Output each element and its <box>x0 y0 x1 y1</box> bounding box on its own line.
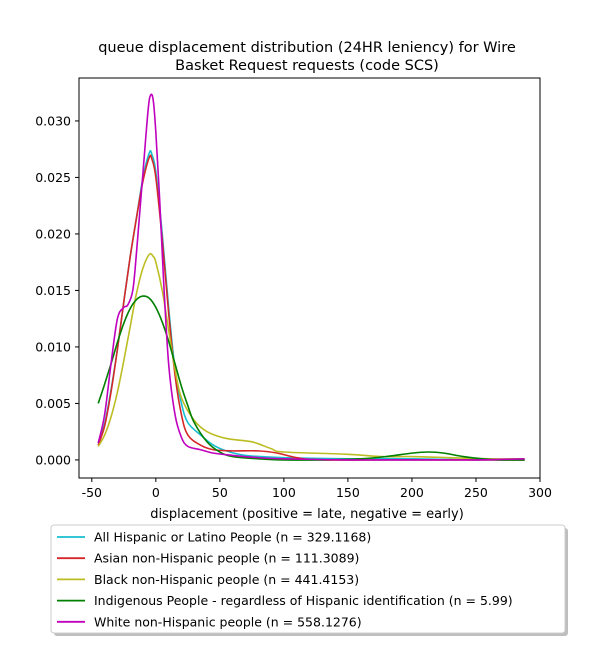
y-tick-label: 0.025 <box>35 170 71 185</box>
series-line-5 <box>97 93 525 461</box>
chart-title-line-1: queue displacement distribution (24HR le… <box>98 40 516 56</box>
legend-label-2: Asian non-Hispanic people (n = 111.3089) <box>94 551 359 566</box>
plot-area-frame <box>78 77 541 479</box>
chart-title-line-2: Basket Request requests (code SCS) <box>175 58 439 74</box>
x-tick-label: 300 <box>528 485 552 500</box>
legend-entries: All Hispanic or Latino People (n = 329.1… <box>57 530 513 629</box>
y-tick-label: 0.020 <box>35 226 71 241</box>
y-tick-label: 0.005 <box>35 396 71 411</box>
legend-box <box>50 524 566 634</box>
x-tick-label: 200 <box>400 485 424 500</box>
y-tick-label: 0.010 <box>35 339 71 354</box>
y-tick-label: 0.030 <box>35 113 71 128</box>
x-tick-label: -50 <box>82 485 102 500</box>
legend: All Hispanic or Latino People (n = 329.1… <box>50 524 568 636</box>
x-tick-label: 250 <box>464 485 488 500</box>
legend-label-4: Indigenous People - regardless of Hispan… <box>94 593 513 608</box>
series-line-1 <box>97 149 525 461</box>
legend-label-5: White non-Hispanic people (n = 558.1276) <box>94 614 362 629</box>
series-line-2 <box>97 154 525 461</box>
x-tick-label: 0 <box>152 485 160 500</box>
legend-label-1: All Hispanic or Latino People (n = 329.1… <box>94 530 371 545</box>
series-layer <box>97 93 525 461</box>
y-tick-label: 0.000 <box>35 452 71 467</box>
legend-label-3: Black non-Hispanic people (n = 441.4153) <box>94 572 359 587</box>
series-line-4 <box>97 295 525 461</box>
y-tick-label: 0.015 <box>35 283 71 298</box>
x-tick-label: 100 <box>272 485 296 500</box>
y-axis: 0.000 0.005 0.010 0.015 0.020 0.025 0.030 <box>35 113 79 467</box>
x-axis-label: displacement (positive = late, negative … <box>150 507 464 522</box>
x-tick-label: 50 <box>212 485 228 500</box>
x-tick-label: 150 <box>336 485 360 500</box>
series-line-3 <box>97 252 525 460</box>
x-axis: -50 0 50 100 150 200 250 300 <box>82 478 552 500</box>
